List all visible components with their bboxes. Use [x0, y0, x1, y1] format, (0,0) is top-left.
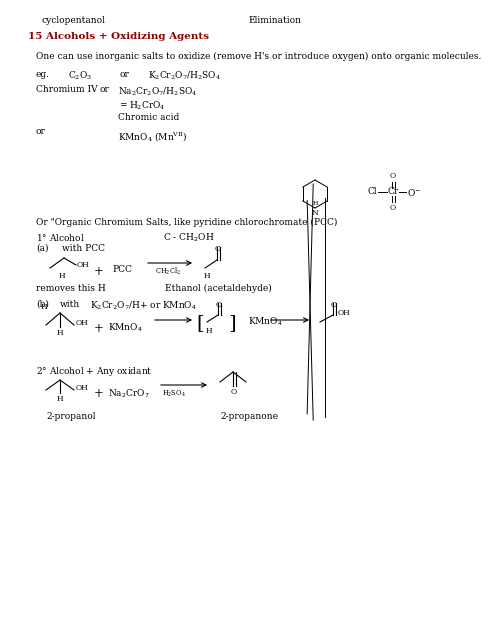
Text: with PCC: with PCC	[62, 244, 105, 253]
Text: eg.: eg.	[36, 70, 50, 79]
Text: +: +	[94, 387, 104, 400]
Text: O$^{-}$: O$^{-}$	[407, 186, 421, 198]
Text: +: +	[94, 322, 104, 335]
Text: Chromic acid: Chromic acid	[118, 113, 179, 122]
Text: H: H	[312, 201, 318, 206]
Text: H: H	[203, 272, 210, 280]
Text: Ethanol (acetaldehyde): Ethanol (acetaldehyde)	[165, 284, 272, 293]
Text: +: +	[94, 265, 104, 278]
Text: Cl: Cl	[367, 188, 377, 196]
Text: 2$\degree$ Alcohol + Any oxidant: 2$\degree$ Alcohol + Any oxidant	[36, 365, 152, 378]
Text: O: O	[231, 388, 237, 396]
Text: 15 Alcohols + Oxidizing Agents: 15 Alcohols + Oxidizing Agents	[28, 32, 209, 41]
Text: O: O	[331, 301, 337, 309]
Text: O: O	[216, 301, 222, 309]
Text: or: or	[36, 127, 46, 136]
Text: removes this H: removes this H	[36, 284, 106, 293]
Text: or: or	[120, 70, 130, 79]
Text: N: N	[312, 209, 318, 217]
Text: Elimination: Elimination	[248, 16, 301, 25]
Text: OH: OH	[338, 309, 351, 317]
Text: OH: OH	[77, 261, 90, 269]
Text: 1$\degree$ Alcohol: 1$\degree$ Alcohol	[36, 232, 85, 243]
Text: (b): (b)	[36, 300, 49, 309]
Text: PCC: PCC	[112, 265, 132, 274]
Text: $\mathregular{KMnO_4}$ ($\mathregular{Mn^{VII}}$): $\mathregular{KMnO_4}$ ($\mathregular{Mn…	[118, 131, 188, 145]
Text: KMnO$_4$: KMnO$_4$	[108, 322, 143, 335]
Text: OH: OH	[76, 384, 89, 392]
Text: $\mathregular{H_2SO_4}$: $\mathregular{H_2SO_4}$	[162, 389, 186, 399]
Text: C - CH$_2$OH: C - CH$_2$OH	[163, 232, 214, 244]
Text: H: H	[41, 303, 48, 311]
Text: OH: OH	[76, 319, 89, 327]
Text: O: O	[215, 245, 221, 253]
Text: or: or	[100, 85, 110, 94]
Text: ]: ]	[228, 314, 236, 332]
Text: Or "Organic Chromium Salts, like pyridine chlorochromate (PCC): Or "Organic Chromium Salts, like pyridin…	[36, 218, 338, 227]
Text: 2-propanone: 2-propanone	[220, 412, 278, 421]
Text: $\mathregular{= H_2CrO_4}$: $\mathregular{= H_2CrO_4}$	[118, 100, 166, 113]
Text: H: H	[57, 395, 63, 403]
Text: $\mathregular{K_2Cr_2O_7}$/H+ or KMnO$_4$: $\mathregular{K_2Cr_2O_7}$/H+ or KMnO$_4…	[90, 300, 197, 312]
Text: $\mathregular{K_2Cr_2O_7/H_2SO_4}$: $\mathregular{K_2Cr_2O_7/H_2SO_4}$	[148, 70, 221, 83]
Text: $\mathregular{CH_2Cl_2}$: $\mathregular{CH_2Cl_2}$	[155, 266, 181, 277]
Text: cyclopentanol: cyclopentanol	[42, 16, 106, 25]
Text: [: [	[196, 314, 203, 332]
Text: KMnO$_4$: KMnO$_4$	[248, 316, 283, 328]
Text: Cr: Cr	[388, 188, 398, 196]
Text: One can use inorganic salts to oxidize (remove H's or introduce oxygen) onto org: One can use inorganic salts to oxidize (…	[36, 52, 481, 61]
Text: 2-propanol: 2-propanol	[46, 412, 96, 421]
Text: H: H	[57, 329, 63, 337]
Text: H: H	[59, 272, 65, 280]
Text: O: O	[390, 172, 396, 180]
Text: with: with	[60, 300, 80, 309]
Text: $\mathregular{Na_2Cr_2O_7/H_2SO_4}$: $\mathregular{Na_2Cr_2O_7/H_2SO_4}$	[118, 85, 198, 97]
Text: O: O	[390, 204, 396, 212]
Text: $\mathregular{C_2O_3}$: $\mathregular{C_2O_3}$	[68, 70, 92, 83]
Text: (a): (a)	[36, 244, 49, 253]
Text: H: H	[206, 327, 212, 335]
Text: Chromium IV: Chromium IV	[36, 85, 98, 94]
Text: Na$_2$CrO$_7$: Na$_2$CrO$_7$	[108, 387, 150, 399]
